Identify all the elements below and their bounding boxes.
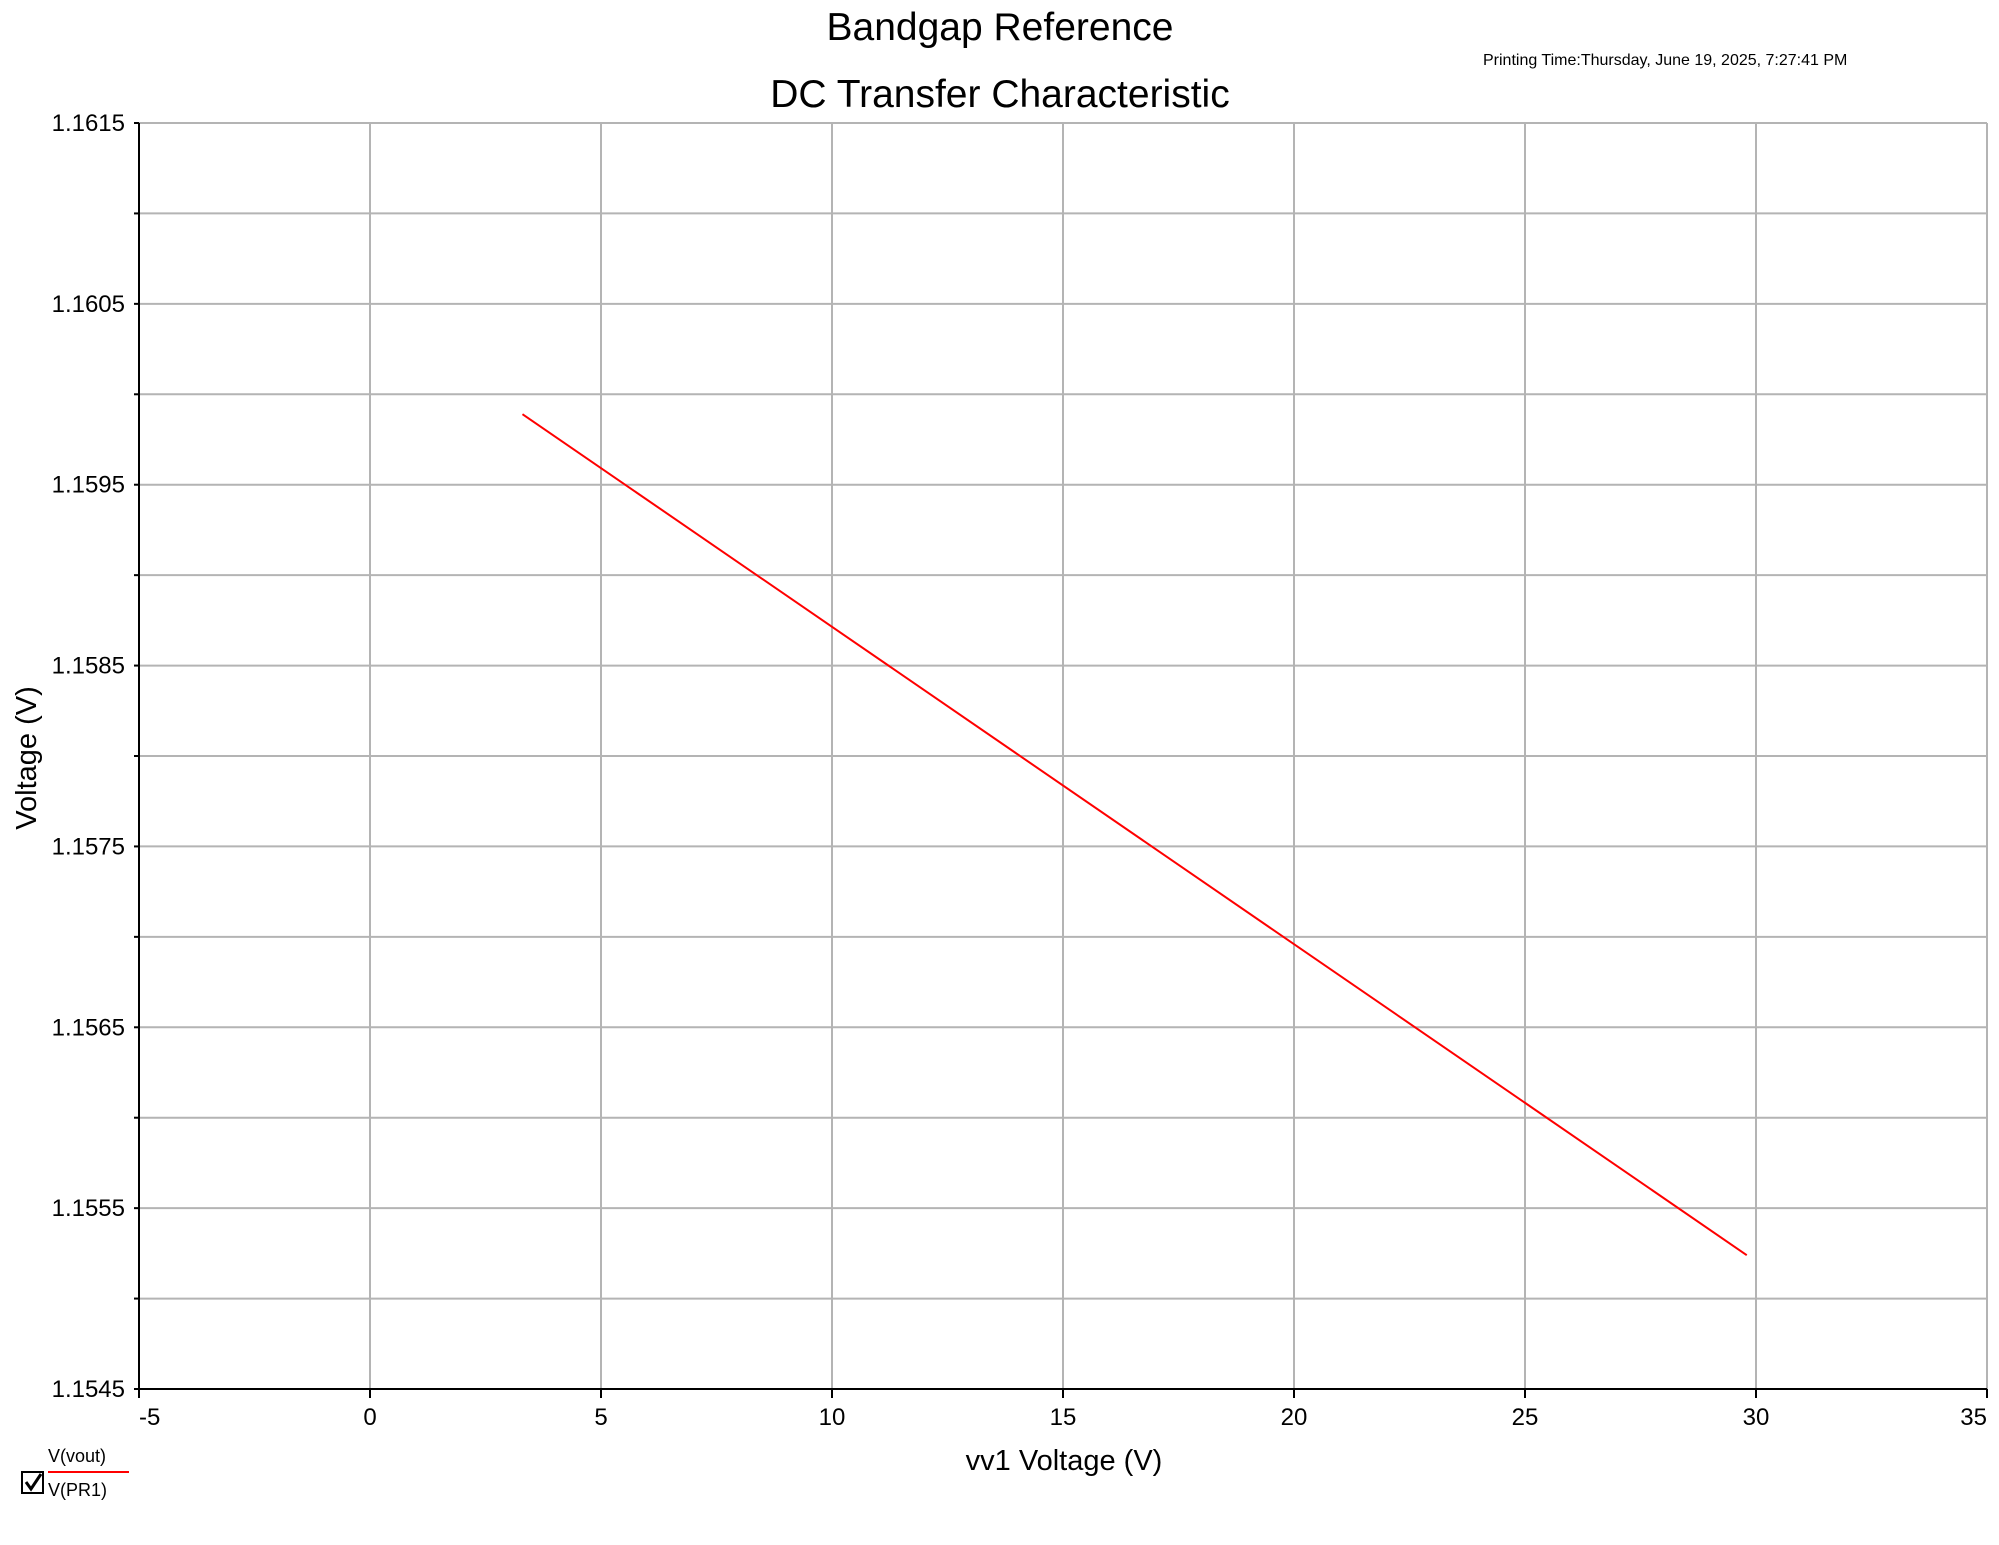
chart-subtitle: DC Transfer Characteristic: [770, 73, 1229, 116]
y-tick-label: 1.1565: [52, 1014, 125, 1041]
legend-item-pr1: V(PR1): [48, 1480, 107, 1500]
x-tick-label: 5: [594, 1404, 607, 1431]
y-tick-label: 1.1545: [52, 1376, 125, 1403]
series-line-v-vout: [521, 413, 1748, 1256]
grid: [139, 122, 1988, 1389]
print-time: Printing Time:Thursday, June 19, 2025, 7…: [1483, 52, 1847, 69]
plot-series: [521, 413, 1748, 1256]
x-tick-label: 10: [819, 1404, 846, 1431]
x-tick-label: 35: [1960, 1404, 1987, 1431]
y-axis-label: Voltage (V): [11, 686, 43, 829]
y-tick-labels: 1.1545 1.1555 1.1565 1.1575 1.1585 1.1595 1.16…: [52, 110, 125, 1403]
y-tick-label: 1.1575: [52, 833, 125, 860]
legend-item-vout: V(vout): [48, 1446, 106, 1466]
y-tick-label: 1.1585: [52, 653, 125, 680]
legend: V(vout) V(PR1): [21, 1446, 129, 1500]
y-tick-label: 1.1555: [52, 1195, 125, 1222]
y-tick-label: 1.1605: [52, 291, 125, 318]
x-tick-label: 25: [1512, 1404, 1539, 1431]
x-tick-label: 15: [1050, 1404, 1077, 1431]
chart-title: Bandgap Reference: [827, 6, 1174, 49]
x-tick-label: 30: [1743, 1404, 1770, 1431]
y-tick-label: 1.1595: [52, 472, 125, 499]
x-axis-label: vv1 Voltage (V): [966, 1445, 1163, 1477]
x-tick-labels: -5 0 5 10 15 20 25 30 35: [139, 1404, 1987, 1431]
check-icon: [24, 1473, 43, 1492]
x-tick-label: 20: [1281, 1404, 1308, 1431]
legend-checkbox[interactable]: [21, 1471, 44, 1494]
y-tick-label: 1.1615: [52, 110, 125, 137]
x-tick-label: -5: [139, 1404, 160, 1431]
x-tick-label: 0: [363, 1404, 376, 1431]
axes: [134, 122, 1988, 1398]
